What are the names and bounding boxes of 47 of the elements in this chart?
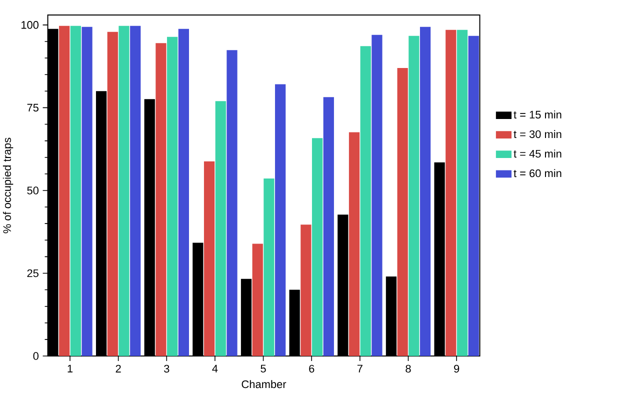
y-tick-label: 0 (33, 352, 39, 360)
bar (372, 34, 382, 356)
bar (107, 32, 118, 356)
legend-label: t = 45 min (514, 150, 562, 158)
x-tick-label: 5 (260, 364, 266, 372)
x-tick-label: 7 (357, 364, 362, 372)
bar (226, 50, 238, 356)
bar (118, 26, 130, 356)
bar (300, 224, 312, 356)
bar (70, 26, 81, 356)
bar (156, 43, 166, 356)
bar (360, 46, 371, 356)
y-axis-title: % of occupied traps (2, 138, 14, 234)
bar (323, 97, 334, 356)
bar (468, 36, 479, 356)
x-axis-title: Chamber (242, 380, 286, 388)
legend-label: t = 15 min (514, 110, 562, 119)
x-tick-label: 3 (164, 364, 170, 373)
bar (348, 132, 360, 356)
bar (397, 68, 408, 356)
y-tick-label: 50 (27, 186, 39, 194)
x-tick-label: 9 (454, 364, 460, 373)
y-tick-label: 25 (27, 269, 38, 278)
legend-label: t = 30 min (514, 130, 562, 138)
bar (59, 26, 70, 356)
bar (167, 36, 178, 356)
bar (204, 161, 215, 356)
bar (130, 26, 141, 356)
bar (252, 244, 263, 356)
y-tick-label: 100 (21, 21, 38, 29)
bar (408, 36, 420, 356)
x-tick-label: 6 (309, 364, 314, 373)
bar (264, 178, 274, 356)
x-tick-label: 2 (116, 364, 121, 372)
x-tick-label: 1 (68, 364, 73, 372)
x-tick-label: 8 (406, 364, 411, 373)
bar (215, 101, 226, 356)
bar (275, 84, 286, 356)
legend-label: t = 60 min (514, 169, 562, 178)
bar (446, 30, 456, 356)
bar (420, 26, 431, 356)
bar (312, 138, 323, 356)
bar (178, 28, 189, 356)
y-tick-label: 75 (27, 104, 38, 112)
bar (82, 26, 92, 356)
x-tick-label: 4 (212, 364, 218, 372)
bar (456, 30, 468, 356)
